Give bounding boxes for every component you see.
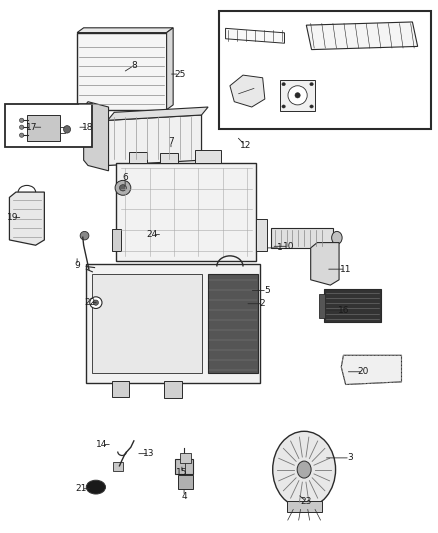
Text: 11: 11 bbox=[340, 265, 351, 273]
Text: 3: 3 bbox=[347, 454, 353, 463]
Polygon shape bbox=[306, 22, 418, 50]
Ellipse shape bbox=[120, 184, 127, 191]
Ellipse shape bbox=[310, 83, 313, 86]
Text: 22: 22 bbox=[85, 298, 96, 307]
Bar bbox=[160, 154, 177, 163]
Bar bbox=[208, 274, 258, 373]
Text: 13: 13 bbox=[143, 449, 155, 458]
Polygon shape bbox=[230, 75, 265, 107]
Text: 5: 5 bbox=[264, 286, 270, 295]
Polygon shape bbox=[10, 192, 44, 245]
Ellipse shape bbox=[282, 105, 286, 108]
Ellipse shape bbox=[19, 118, 24, 123]
Ellipse shape bbox=[273, 431, 336, 508]
Bar bbox=[319, 294, 325, 318]
Ellipse shape bbox=[64, 126, 71, 133]
Bar bbox=[5, 104, 92, 147]
Bar bbox=[280, 80, 315, 111]
Text: 12: 12 bbox=[240, 141, 251, 150]
Bar bbox=[77, 33, 166, 110]
Ellipse shape bbox=[19, 133, 24, 138]
Ellipse shape bbox=[86, 480, 106, 494]
Polygon shape bbox=[108, 115, 201, 165]
Ellipse shape bbox=[288, 86, 307, 105]
Text: 18: 18 bbox=[82, 123, 94, 132]
Text: 21: 21 bbox=[76, 484, 87, 493]
Text: 17: 17 bbox=[26, 123, 38, 132]
Bar bbox=[256, 219, 267, 251]
Bar bbox=[112, 381, 130, 397]
Bar bbox=[164, 381, 182, 398]
Ellipse shape bbox=[310, 105, 313, 108]
Text: 14: 14 bbox=[96, 440, 108, 449]
Polygon shape bbox=[84, 102, 109, 171]
Polygon shape bbox=[341, 356, 402, 384]
Bar bbox=[272, 228, 332, 248]
Ellipse shape bbox=[80, 231, 89, 240]
Bar bbox=[92, 274, 201, 373]
Text: 10: 10 bbox=[283, 242, 295, 251]
Polygon shape bbox=[108, 107, 208, 120]
Bar bbox=[287, 502, 321, 512]
Bar bbox=[195, 150, 221, 163]
Text: 2: 2 bbox=[260, 299, 265, 308]
Bar bbox=[27, 115, 60, 141]
Polygon shape bbox=[311, 243, 339, 285]
Ellipse shape bbox=[19, 125, 24, 130]
Ellipse shape bbox=[115, 180, 131, 195]
Text: 8: 8 bbox=[131, 61, 137, 70]
Bar bbox=[130, 152, 147, 163]
Text: 23: 23 bbox=[300, 497, 312, 506]
Text: 24: 24 bbox=[147, 230, 158, 239]
Ellipse shape bbox=[332, 231, 342, 244]
Text: 1: 1 bbox=[277, 244, 283, 253]
Text: 20: 20 bbox=[357, 367, 369, 376]
Ellipse shape bbox=[297, 461, 311, 478]
Polygon shape bbox=[166, 28, 173, 110]
Text: 7: 7 bbox=[168, 137, 174, 146]
Polygon shape bbox=[77, 28, 173, 33]
Text: 6: 6 bbox=[122, 173, 128, 182]
Bar bbox=[177, 475, 193, 489]
Bar bbox=[324, 289, 381, 322]
Text: 19: 19 bbox=[7, 213, 19, 222]
Bar bbox=[219, 11, 431, 130]
Text: 4: 4 bbox=[181, 491, 187, 500]
Bar bbox=[86, 264, 261, 383]
Bar bbox=[175, 459, 193, 474]
Bar bbox=[117, 163, 256, 261]
Text: 15: 15 bbox=[176, 469, 187, 477]
Ellipse shape bbox=[282, 83, 286, 86]
Text: 9: 9 bbox=[74, 261, 80, 270]
Bar bbox=[112, 229, 121, 251]
Ellipse shape bbox=[93, 300, 99, 305]
Polygon shape bbox=[226, 28, 285, 43]
Text: 25: 25 bbox=[174, 70, 185, 78]
Ellipse shape bbox=[90, 297, 102, 309]
Text: 16: 16 bbox=[338, 305, 349, 314]
Ellipse shape bbox=[295, 93, 300, 98]
Bar bbox=[113, 462, 123, 471]
Bar bbox=[180, 453, 191, 463]
